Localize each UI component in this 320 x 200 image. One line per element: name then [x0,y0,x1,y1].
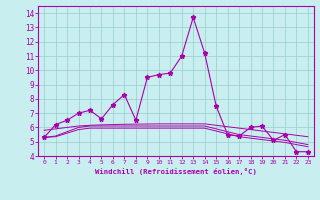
X-axis label: Windchill (Refroidissement éolien,°C): Windchill (Refroidissement éolien,°C) [95,168,257,175]
